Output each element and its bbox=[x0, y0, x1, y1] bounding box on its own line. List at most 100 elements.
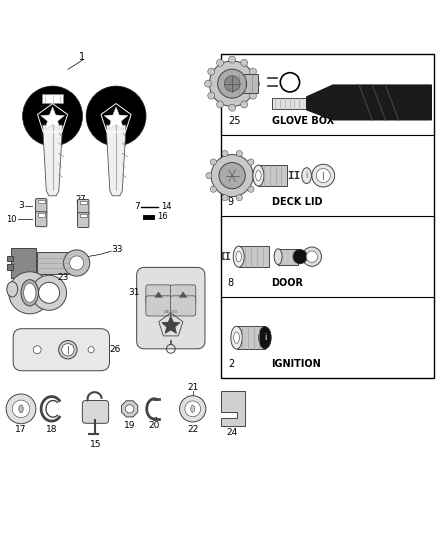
Circle shape bbox=[86, 86, 146, 146]
Bar bbox=[258, 165, 287, 186]
Bar bbox=[278, 249, 298, 264]
Bar bbox=[239, 246, 269, 267]
Circle shape bbox=[241, 101, 248, 108]
Ellipse shape bbox=[24, 283, 36, 302]
Text: II: II bbox=[219, 252, 230, 262]
Text: IGNITION: IGNITION bbox=[272, 359, 321, 369]
Circle shape bbox=[208, 92, 215, 99]
Text: 22: 22 bbox=[187, 425, 198, 434]
Circle shape bbox=[280, 72, 300, 92]
Polygon shape bbox=[221, 391, 245, 426]
Circle shape bbox=[88, 346, 94, 353]
Circle shape bbox=[32, 275, 67, 310]
Text: 23: 23 bbox=[57, 273, 68, 282]
Text: 14: 14 bbox=[161, 203, 172, 212]
Circle shape bbox=[248, 186, 254, 192]
Circle shape bbox=[248, 159, 254, 165]
Text: 31: 31 bbox=[129, 288, 140, 297]
Circle shape bbox=[211, 155, 253, 197]
Circle shape bbox=[316, 168, 330, 183]
FancyBboxPatch shape bbox=[78, 213, 89, 228]
Bar bbox=[11, 248, 36, 278]
Circle shape bbox=[224, 76, 240, 92]
Ellipse shape bbox=[62, 344, 74, 356]
Circle shape bbox=[185, 401, 201, 417]
Text: i: i bbox=[264, 333, 266, 342]
Circle shape bbox=[293, 249, 307, 264]
Circle shape bbox=[209, 61, 255, 107]
Ellipse shape bbox=[191, 405, 195, 413]
Text: 26: 26 bbox=[110, 345, 121, 354]
Circle shape bbox=[222, 195, 228, 201]
FancyBboxPatch shape bbox=[13, 329, 110, 371]
Text: 2: 2 bbox=[228, 359, 234, 369]
Text: 21: 21 bbox=[187, 383, 198, 392]
Text: 17: 17 bbox=[15, 425, 27, 434]
Circle shape bbox=[12, 400, 30, 418]
Circle shape bbox=[216, 59, 224, 66]
Circle shape bbox=[180, 395, 206, 422]
Text: 20: 20 bbox=[148, 421, 160, 430]
Circle shape bbox=[210, 159, 216, 165]
Circle shape bbox=[302, 247, 321, 266]
FancyBboxPatch shape bbox=[137, 268, 205, 349]
Polygon shape bbox=[41, 107, 64, 130]
Circle shape bbox=[9, 272, 51, 314]
Bar bbox=[80, 201, 87, 204]
Text: 33: 33 bbox=[112, 245, 123, 254]
Text: II: II bbox=[288, 171, 301, 181]
Ellipse shape bbox=[253, 165, 264, 186]
Circle shape bbox=[210, 186, 216, 192]
Circle shape bbox=[241, 59, 248, 66]
Ellipse shape bbox=[274, 249, 282, 264]
Ellipse shape bbox=[21, 280, 39, 306]
Circle shape bbox=[206, 173, 212, 179]
Ellipse shape bbox=[302, 168, 311, 183]
Text: GLOVE BOX: GLOVE BOX bbox=[272, 116, 334, 126]
FancyBboxPatch shape bbox=[35, 199, 47, 214]
Text: i: i bbox=[305, 171, 308, 180]
FancyBboxPatch shape bbox=[170, 285, 196, 305]
Circle shape bbox=[236, 150, 242, 157]
Text: 8: 8 bbox=[228, 278, 234, 288]
Ellipse shape bbox=[19, 405, 23, 413]
Text: 10: 10 bbox=[6, 215, 16, 224]
Polygon shape bbox=[104, 107, 128, 130]
Circle shape bbox=[6, 394, 36, 424]
Circle shape bbox=[218, 69, 247, 98]
FancyBboxPatch shape bbox=[170, 296, 196, 316]
Circle shape bbox=[250, 68, 257, 75]
FancyBboxPatch shape bbox=[146, 285, 171, 305]
Polygon shape bbox=[179, 292, 187, 297]
Circle shape bbox=[236, 195, 242, 201]
Circle shape bbox=[312, 164, 335, 187]
Ellipse shape bbox=[7, 281, 18, 297]
Ellipse shape bbox=[256, 171, 261, 181]
Bar bbox=[7, 264, 13, 270]
Circle shape bbox=[33, 346, 41, 354]
Bar bbox=[37, 252, 70, 274]
Text: 25: 25 bbox=[228, 116, 240, 126]
Circle shape bbox=[39, 282, 60, 303]
Circle shape bbox=[222, 150, 228, 157]
Text: DOOR: DOOR bbox=[272, 278, 304, 288]
Circle shape bbox=[229, 104, 236, 111]
Circle shape bbox=[205, 80, 212, 87]
Polygon shape bbox=[42, 125, 63, 196]
Bar bbox=[42, 94, 64, 102]
Text: 27: 27 bbox=[76, 195, 86, 204]
Ellipse shape bbox=[231, 326, 242, 349]
Circle shape bbox=[252, 173, 258, 179]
Circle shape bbox=[64, 250, 90, 276]
Circle shape bbox=[219, 163, 245, 189]
Polygon shape bbox=[106, 125, 126, 196]
Text: 19: 19 bbox=[124, 421, 135, 430]
FancyBboxPatch shape bbox=[146, 296, 171, 316]
Polygon shape bbox=[154, 292, 163, 297]
FancyBboxPatch shape bbox=[35, 212, 47, 227]
Polygon shape bbox=[307, 85, 431, 120]
Circle shape bbox=[229, 56, 236, 63]
Bar bbox=[38, 200, 45, 204]
Circle shape bbox=[306, 251, 318, 262]
Bar bbox=[232, 74, 258, 93]
